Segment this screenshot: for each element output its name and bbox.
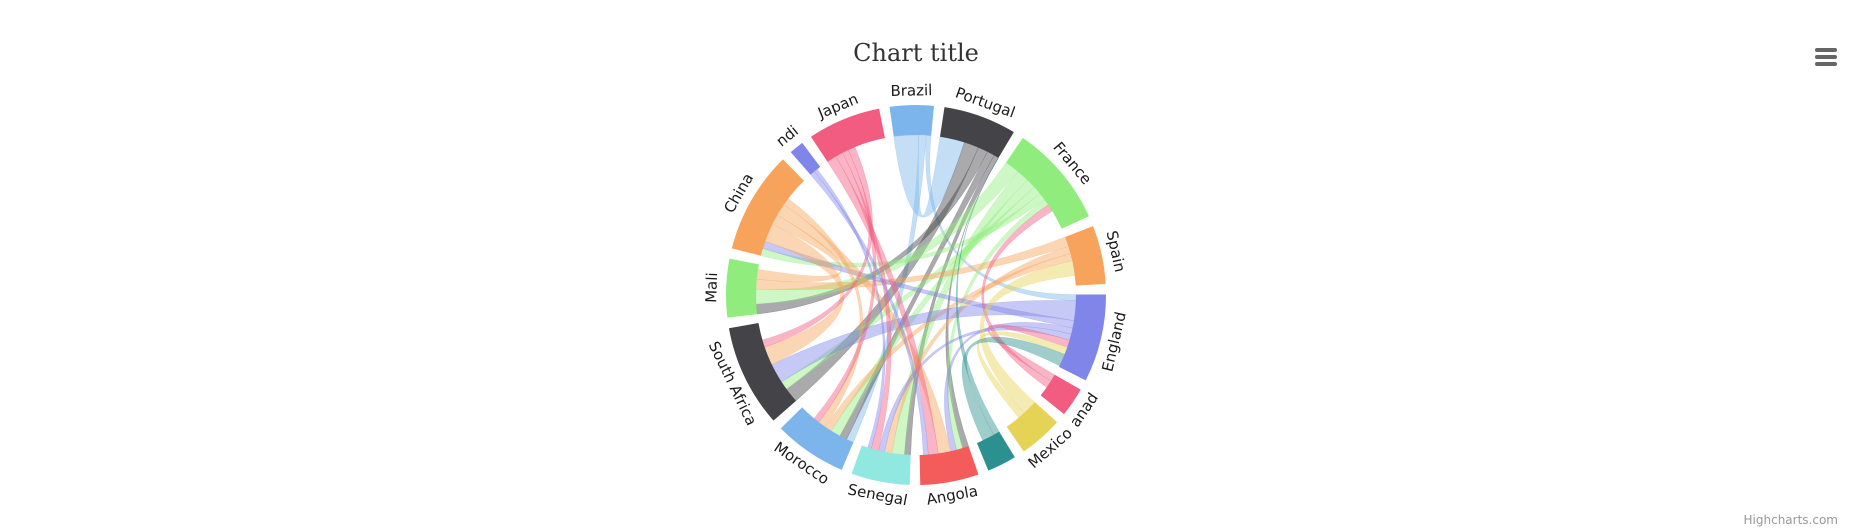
link-france-to-china[interactable] [760,193,1045,268]
link-spain-to-senegal[interactable] [884,246,1071,454]
node-label-senegal: Senegal [846,480,909,509]
nodes-layer [725,105,1106,485]
node-label-spain: Spain [1103,229,1130,274]
node-arc-senegal[interactable] [851,445,911,485]
node-arc-south-africa[interactable] [728,323,796,421]
link-japan-to-morocco[interactable] [813,149,877,423]
node-arc-japan[interactable] [810,108,885,162]
node-arc-morocco[interactable] [780,407,854,470]
node-label-brazil: Brazil [890,81,932,100]
node-arc-china[interactable] [731,159,804,256]
link-japan-to-senegal[interactable] [835,152,892,451]
node-arc-brazil[interactable] [889,105,934,137]
node-arc-england[interactable] [1058,294,1106,381]
node-arc-angola[interactable] [919,446,979,485]
node-arc-mexico[interactable] [1006,402,1058,452]
chart-title: Chart title [853,39,979,67]
node-arc-anad[interactable] [1040,374,1081,415]
link-china-to-south-africa[interactable] [764,223,845,365]
credits-link[interactable]: Highcharts.com [1744,513,1838,527]
link-ndi-to-angola[interactable] [810,171,929,456]
link-france-to-senegal[interactable] [891,171,1028,455]
link-brazil-to-portugal[interactable] [893,134,965,218]
node-arc-mali[interactable] [725,258,759,318]
link-england-to-senegal[interactable] [878,326,1072,453]
link-mexico-to-england[interactable] [977,331,1068,419]
node-arc-portugal[interactable] [939,107,1014,158]
link-unlabeled-7-to-portugal[interactable] [955,157,1000,436]
link-brazil-to-morocco[interactable] [846,134,927,443]
link-portugal-to-senegal[interactable] [904,155,999,456]
node-arc-unlabeled-7[interactable] [976,431,1015,471]
link-portugal-to-mali[interactable] [756,147,988,315]
node-arc-france[interactable] [1005,137,1089,229]
hamburger-menu-icon[interactable] [1815,48,1837,66]
link-china-to-angola[interactable] [776,204,951,454]
link-anad-to-england[interactable] [987,324,1070,382]
link-china-to-morocco[interactable] [783,198,863,427]
node-label-ndi: ndi [773,122,802,151]
links-layer [755,134,1077,456]
link-ndi-to-senegal[interactable] [813,168,886,449]
node-arc-ndi[interactable] [790,142,821,175]
node-label-angola: Angola [925,482,979,509]
link-anad-to-france[interactable] [981,204,1053,388]
node-label-mali: Mali [702,272,721,303]
node-arc-spain[interactable] [1065,226,1106,286]
